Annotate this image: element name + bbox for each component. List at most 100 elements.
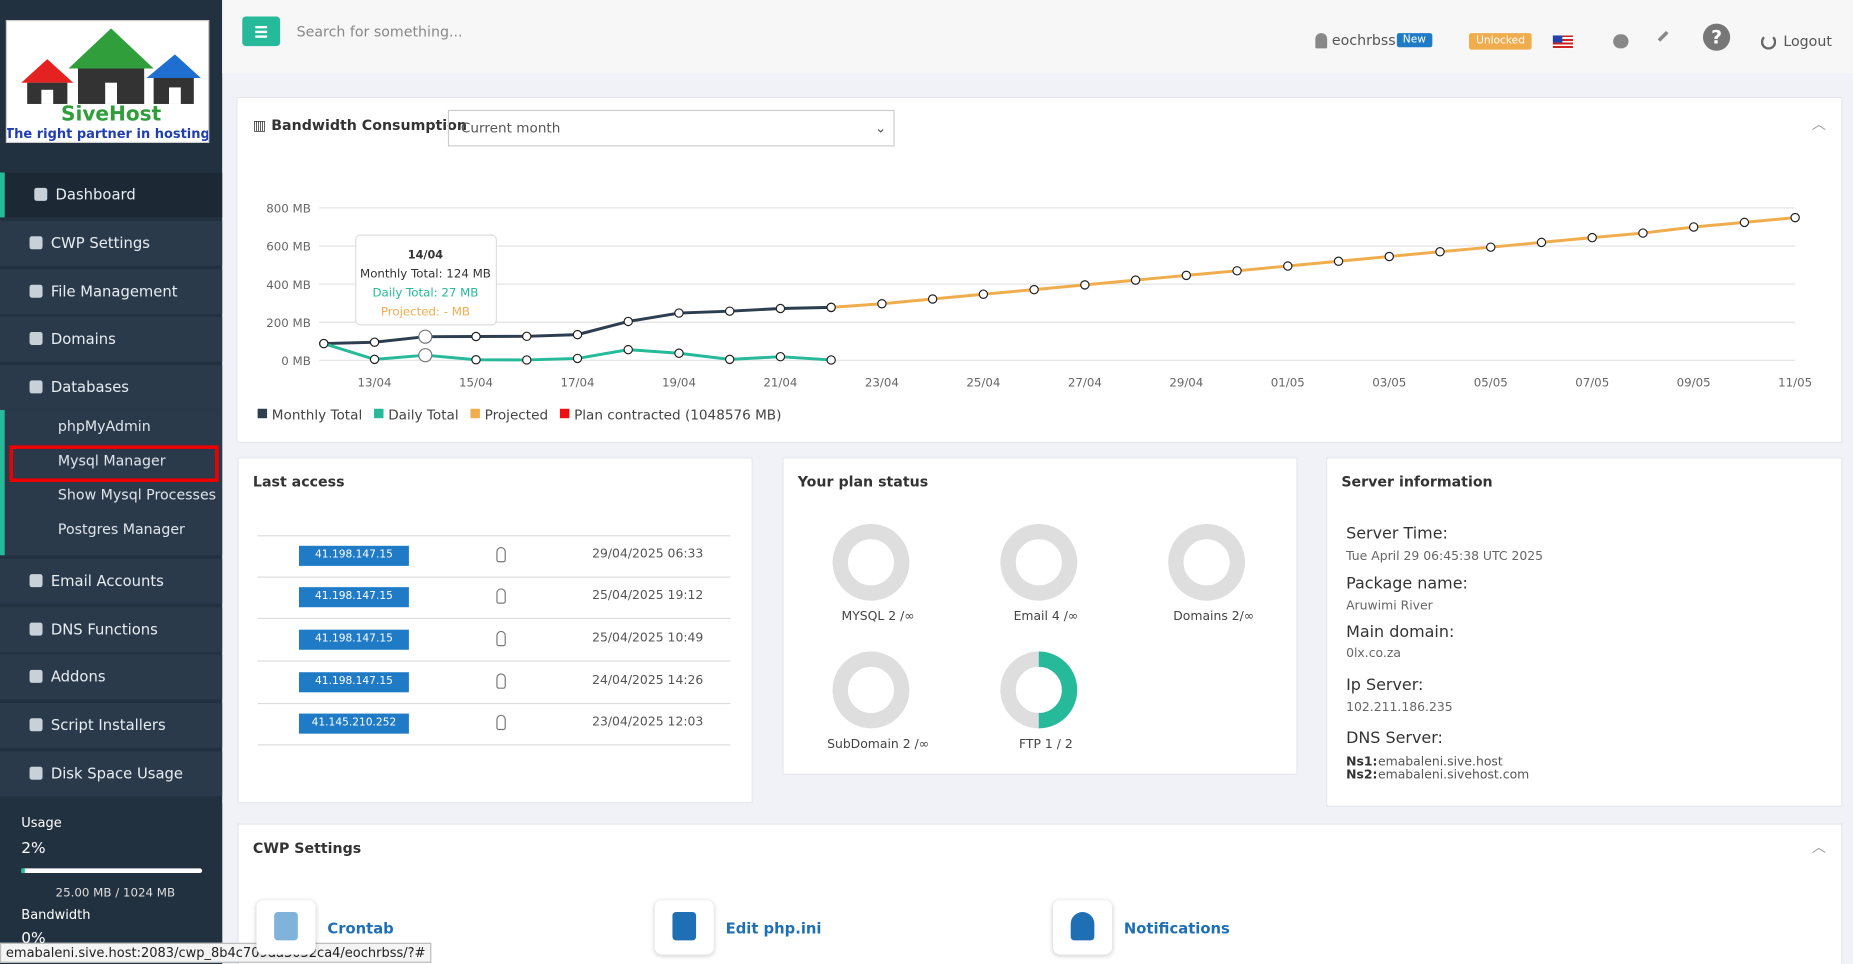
submenu-item[interactable]: Mysql Manager [57,452,166,470]
legend-label: Plan contracted (1048576 MB) [574,407,781,423]
collapse[interactable]: ︿ [1811,115,1826,133]
setting-link[interactable]: Notifications [1123,919,1230,937]
access-date: 29/04/2025 06:33 [592,546,704,562]
y-tick-label: 400 MB [266,278,311,292]
submenu-item[interactable]: phpMyAdmin [57,418,151,435]
os-icon [496,546,506,563]
menu-item[interactable]: Disk Space Usage [0,751,223,797]
field-label: Main domain: [1346,622,1455,642]
access-date: 25/04/2025 19:12 [592,588,704,603]
tooltip-title: 14/04 [408,249,444,262]
donut-label: FTP 1 / 2 [1019,736,1073,751]
menu-label: DNS Functions [50,620,158,638]
data-point [522,355,532,365]
help-icon[interactable]: ? [1702,23,1731,51]
menu-label: Disk Space Usage [50,764,183,783]
data-point [572,353,583,364]
usage-percent: 2% [21,839,46,858]
status-badge: Unlocked [1468,33,1533,50]
setting-link[interactable]: Edit php.ini [725,919,822,937]
collapse[interactable]: ︿ [1811,838,1826,856]
tooltip-box [355,234,497,326]
data-point [927,294,938,304]
menu-item[interactable]: Dashboard [0,172,223,218]
data-point [369,337,380,347]
ip-badge: 41.198.147.15 [298,587,409,608]
data-point [674,348,684,359]
menu-item[interactable]: Script Installers [0,702,223,748]
menu-toggle[interactable] [242,16,281,47]
menu-item[interactable]: File Management [0,269,223,315]
menu-item[interactable]: Domains [0,316,223,362]
x-tick-label: 19/04 [662,375,696,389]
x-tick-label: 25/04 [966,375,1000,389]
search-input[interactable]: Search for something... [296,23,463,41]
donut-ring [832,651,910,729]
setting-link[interactable]: Crontab [327,919,394,937]
row-line [257,617,731,620]
menu-label: CWP Settings [50,233,150,252]
data-point [1080,280,1090,290]
menu-item[interactable]: DNS Functions [0,607,223,653]
x-tick-label: 09/05 [1677,375,1711,389]
donut-ring [1168,523,1246,601]
data-point [369,354,380,365]
setting-glyph [1070,912,1095,941]
field-value: Tue April 29 06:45:38 UTC 2025 [1346,549,1544,564]
menu-item[interactable]: Addons [0,654,223,700]
y-tick-label: 600 MB [266,240,311,254]
submenu-item[interactable]: Show Mysql Processes [57,486,217,504]
data-point [623,344,633,355]
field-value: 102.211.186.235 [1346,700,1453,715]
data-point [1130,275,1141,285]
server-title: Server information [1341,473,1493,491]
donut-ring [832,523,910,601]
highlight-box [9,445,219,483]
server-panel [1325,457,1843,807]
menu-item[interactable]: CWP Settings [0,220,223,266]
data-point [978,289,989,299]
x-tick-label: 05/05 [1474,375,1508,389]
submenu-item[interactable]: Postgres Manager [57,520,185,538]
data-point [623,316,633,327]
data-point [1232,266,1242,276]
data-point [1486,242,1496,252]
user-name[interactable]: eochrbss [1331,31,1396,49]
field-label: Server Time: [1346,524,1448,544]
y-tick-label: 200 MB [266,316,311,330]
data-point [471,331,481,342]
legend-swatch [470,408,480,419]
data-point [1536,237,1547,248]
period-select[interactable]: Current month ⌄ [447,109,895,147]
power-icon [1760,34,1777,50]
menu-label: Domains [50,329,116,348]
logout[interactable]: Logout [1783,33,1832,50]
menu-icon [29,236,43,250]
donut-label: Email 4 /∞ [1014,608,1079,623]
donut-label: SubDomain 2 /∞ [827,736,929,751]
data-point [775,303,786,314]
logo-art: SiveHost The right partner in hosting [5,28,210,142]
y-tick-label: 0 MB [281,354,311,368]
submenu-bg [0,409,223,556]
status-bar: emabaleni.sive.host:2083/cwp_8b4c709da30… [0,942,432,963]
logo: SiveHost The right partner in hosting [5,20,210,143]
data-point [471,355,481,365]
x-tick-label: 27/04 [1068,375,1102,389]
flag[interactable] [1552,35,1573,49]
access-date: 23/04/2025 12:03 [592,714,704,729]
data-point [826,302,836,313]
x-tick-label: 03/05 [1372,375,1406,389]
data-point [522,331,532,342]
settings-icon[interactable] [1613,34,1629,49]
row-line [257,660,731,662]
legend-label: Projected [485,407,548,423]
os-icon [496,673,506,689]
data-point [1435,247,1445,257]
menu-item[interactable]: Email Accounts [0,558,223,604]
new-badge[interactable]: New [1396,33,1432,48]
period-value: Current month [460,119,561,136]
menu-item[interactable]: Databases [0,365,223,410]
donut-label: Domains 2/∞ [1173,608,1254,623]
